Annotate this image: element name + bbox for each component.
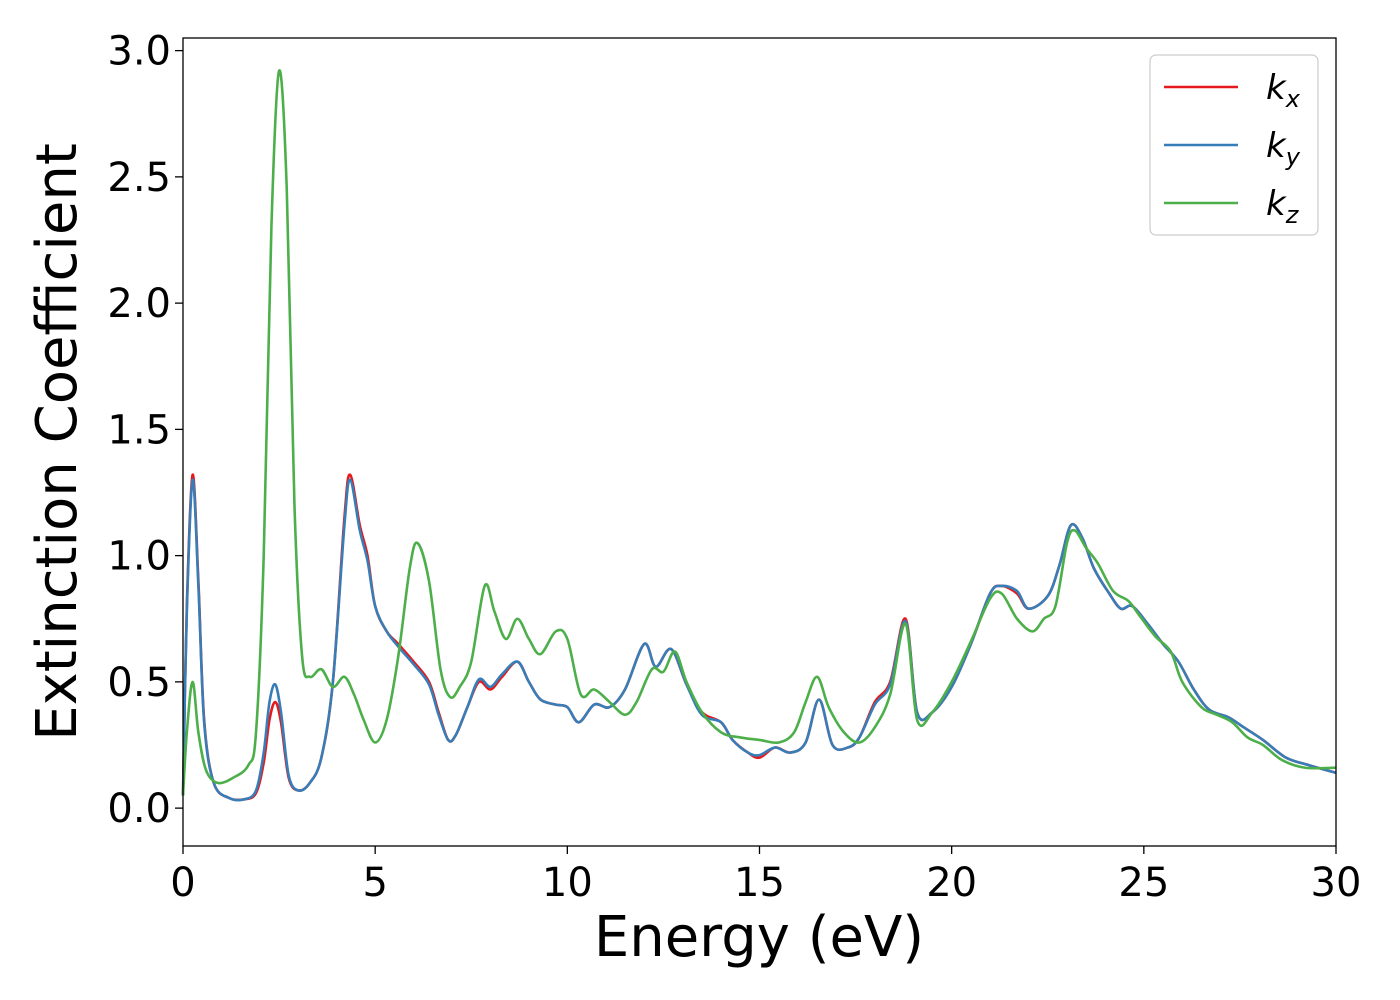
x-tick-label: 0 [170, 860, 195, 906]
y-tick-label: 0.0 [107, 786, 171, 832]
x-tick-label: 15 [734, 860, 785, 906]
legend-symbol: k [1266, 184, 1287, 224]
legend-symbol: k [1266, 68, 1287, 108]
legend-subscript: x [1285, 85, 1301, 113]
x-tick-label: 30 [1311, 860, 1362, 906]
legend-subscript: y [1285, 143, 1301, 171]
y-tick-label: 1.5 [107, 407, 171, 453]
legend-entry-label: kz [1266, 184, 1300, 229]
y-axis-ticks: 0.0 0.5 1.0 1.5 2.0 2.5 3.0 [107, 29, 183, 832]
x-tick-label: 25 [1118, 860, 1169, 906]
x-tick-label: 20 [926, 860, 977, 906]
legend-entry-label: kx [1266, 68, 1301, 113]
x-tick-label: 10 [542, 860, 593, 906]
plot-area [183, 38, 1336, 846]
x-tick-label: 5 [362, 860, 387, 906]
y-tick-label: 2.5 [107, 155, 171, 201]
x-axis-ticks: 0 5 10 15 20 25 30 [170, 846, 1361, 906]
legend-entry-label: ky [1266, 126, 1301, 171]
y-axis-label: Extinction Coefficient [25, 143, 90, 741]
legend-symbol: k [1266, 126, 1287, 166]
legend-subscript: z [1285, 201, 1300, 229]
y-tick-label: 0.5 [107, 660, 171, 706]
series-line-ky [181, 478, 1337, 802]
y-tick-label: 1.0 [107, 534, 171, 580]
y-tick-label: 3.0 [107, 29, 171, 75]
y-tick-label: 2.0 [107, 281, 171, 327]
series-lines [181, 69, 1337, 802]
x-axis-label: Energy (eV) [594, 905, 924, 970]
series-line-kz [181, 69, 1337, 796]
